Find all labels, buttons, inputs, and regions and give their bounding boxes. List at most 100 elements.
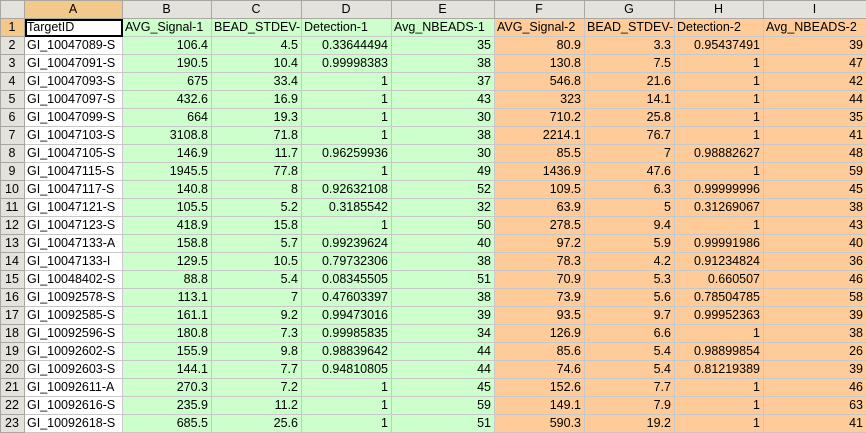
cell-avg-nbeads-1[interactable]: 43 bbox=[392, 91, 495, 109]
cell-targetid[interactable]: GI_10048402-S bbox=[25, 271, 123, 289]
cell-avg-nbeads-2[interactable]: 46 bbox=[764, 271, 866, 289]
cell-bead-stdev-1[interactable]: 25.6 bbox=[212, 415, 302, 433]
cell-targetid[interactable]: GI_10092611-A bbox=[25, 379, 123, 397]
cell-header-detection-1[interactable]: Detection-1 bbox=[302, 19, 392, 37]
cell-avg-signal-2[interactable]: 80.9 bbox=[495, 37, 585, 55]
cell-bead-stdev-1[interactable]: 33.4 bbox=[212, 73, 302, 91]
row-header[interactable]: 11 bbox=[1, 199, 25, 217]
cell-avg-nbeads-2[interactable]: 39 bbox=[764, 361, 866, 379]
cell-bead-stdev-1[interactable]: 71.8 bbox=[212, 127, 302, 145]
cell-avg-signal-2[interactable]: 93.5 bbox=[495, 307, 585, 325]
cell-avg-signal-2[interactable]: 130.8 bbox=[495, 55, 585, 73]
cell-avg-nbeads-1[interactable]: 38 bbox=[392, 55, 495, 73]
cell-detection-1[interactable]: 1 bbox=[302, 73, 392, 91]
cell-avg-signal-1[interactable]: 270.3 bbox=[123, 379, 212, 397]
cell-avg-nbeads-2[interactable]: 35 bbox=[764, 109, 866, 127]
cell-header-bead-stdev-1[interactable]: BEAD_STDEV-1 bbox=[212, 19, 302, 37]
cell-avg-nbeads-1[interactable]: 39 bbox=[392, 307, 495, 325]
cell-avg-nbeads-1[interactable]: 38 bbox=[392, 253, 495, 271]
cell-bead-stdev-1[interactable]: 5.4 bbox=[212, 271, 302, 289]
cell-targetid[interactable]: GI_10092618-S bbox=[25, 415, 123, 433]
cell-avg-nbeads-1[interactable]: 35 bbox=[392, 37, 495, 55]
cell-targetid[interactable]: GI_10047103-S bbox=[25, 127, 123, 145]
cell-bead-stdev-2[interactable]: 9.7 bbox=[585, 307, 675, 325]
cell-targetid[interactable]: GI_10092603-S bbox=[25, 361, 123, 379]
cell-bead-stdev-2[interactable]: 3.3 bbox=[585, 37, 675, 55]
cell-header-detection-2[interactable]: Detection-2 bbox=[675, 19, 764, 37]
cell-avg-nbeads-2[interactable]: 45 bbox=[764, 181, 866, 199]
cell-bead-stdev-1[interactable]: 7 bbox=[212, 289, 302, 307]
cell-avg-nbeads-2[interactable]: 58 bbox=[764, 289, 866, 307]
cell-avg-nbeads-2[interactable]: 42 bbox=[764, 73, 866, 91]
cell-bead-stdev-1[interactable]: 5.2 bbox=[212, 199, 302, 217]
cell-avg-signal-1[interactable]: 106.4 bbox=[123, 37, 212, 55]
cell-avg-signal-1[interactable]: 3108.8 bbox=[123, 127, 212, 145]
cell-detection-2[interactable]: 1 bbox=[675, 379, 764, 397]
row-header[interactable]: 15 bbox=[1, 271, 25, 289]
cell-detection-1[interactable]: 1 bbox=[302, 163, 392, 181]
cell-avg-signal-2[interactable]: 149.1 bbox=[495, 397, 585, 415]
cell-avg-nbeads-1[interactable]: 49 bbox=[392, 163, 495, 181]
cell-bead-stdev-1[interactable]: 15.8 bbox=[212, 217, 302, 235]
cell-bead-stdev-2[interactable]: 4.2 bbox=[585, 253, 675, 271]
cell-avg-signal-2[interactable]: 1436.9 bbox=[495, 163, 585, 181]
cell-avg-signal-1[interactable]: 88.8 bbox=[123, 271, 212, 289]
cell-avg-signal-2[interactable]: 109.5 bbox=[495, 181, 585, 199]
cell-avg-signal-2[interactable]: 710.2 bbox=[495, 109, 585, 127]
cell-avg-signal-2[interactable]: 278.5 bbox=[495, 217, 585, 235]
cell-bead-stdev-1[interactable]: 11.7 bbox=[212, 145, 302, 163]
cell-header-avg-nbeads-1[interactable]: Avg_NBEADS-1 bbox=[392, 19, 495, 37]
row-header[interactable]: 19 bbox=[1, 343, 25, 361]
cell-bead-stdev-1[interactable]: 16.9 bbox=[212, 91, 302, 109]
cell-detection-1[interactable]: 1 bbox=[302, 397, 392, 415]
cell-targetid[interactable]: GI_10047097-S bbox=[25, 91, 123, 109]
cell-targetid[interactable]: GI_10047133-I bbox=[25, 253, 123, 271]
cell-detection-1[interactable]: 0.08345505 bbox=[302, 271, 392, 289]
column-header-e[interactable]: E bbox=[392, 1, 495, 19]
column-header-c[interactable]: C bbox=[212, 1, 302, 19]
cell-avg-signal-1[interactable]: 140.8 bbox=[123, 181, 212, 199]
cell-bead-stdev-2[interactable]: 5.3 bbox=[585, 271, 675, 289]
cell-avg-nbeads-1[interactable]: 34 bbox=[392, 325, 495, 343]
cell-avg-nbeads-1[interactable]: 52 bbox=[392, 181, 495, 199]
row-header[interactable]: 6 bbox=[1, 109, 25, 127]
cell-header-avg-signal-1[interactable]: AVG_Signal-1 bbox=[123, 19, 212, 37]
cell-bead-stdev-1[interactable]: 77.8 bbox=[212, 163, 302, 181]
cell-bead-stdev-2[interactable]: 5.6 bbox=[585, 289, 675, 307]
cell-bead-stdev-2[interactable]: 14.1 bbox=[585, 91, 675, 109]
row-header[interactable]: 2 bbox=[1, 37, 25, 55]
row-header[interactable]: 14 bbox=[1, 253, 25, 271]
select-all-corner[interactable] bbox=[1, 1, 25, 19]
cell-avg-signal-1[interactable]: 664 bbox=[123, 109, 212, 127]
cell-detection-1[interactable]: 0.96259936 bbox=[302, 145, 392, 163]
cell-detection-1[interactable]: 0.94810805 bbox=[302, 361, 392, 379]
cell-detection-2[interactable]: 0.31269067 bbox=[675, 199, 764, 217]
cell-avg-signal-1[interactable]: 113.1 bbox=[123, 289, 212, 307]
cell-detection-1[interactable]: 0.98839642 bbox=[302, 343, 392, 361]
cell-bead-stdev-2[interactable]: 6.6 bbox=[585, 325, 675, 343]
cell-avg-signal-1[interactable]: 129.5 bbox=[123, 253, 212, 271]
cell-avg-signal-2[interactable]: 78.3 bbox=[495, 253, 585, 271]
cell-bead-stdev-1[interactable]: 9.8 bbox=[212, 343, 302, 361]
row-header[interactable]: 17 bbox=[1, 307, 25, 325]
cell-avg-signal-2[interactable]: 73.9 bbox=[495, 289, 585, 307]
cell-detection-2[interactable]: 1 bbox=[675, 73, 764, 91]
cell-bead-stdev-1[interactable]: 7.2 bbox=[212, 379, 302, 397]
cell-avg-signal-1[interactable]: 105.5 bbox=[123, 199, 212, 217]
cell-targetid[interactable]: GI_10092578-S bbox=[25, 289, 123, 307]
cell-bead-stdev-1[interactable]: 10.5 bbox=[212, 253, 302, 271]
cell-detection-2[interactable]: 1 bbox=[675, 163, 764, 181]
column-header-f[interactable]: F bbox=[495, 1, 585, 19]
cell-detection-2[interactable]: 1 bbox=[675, 325, 764, 343]
cell-detection-2[interactable]: 1 bbox=[675, 415, 764, 433]
cell-bead-stdev-1[interactable]: 5.7 bbox=[212, 235, 302, 253]
cell-avg-nbeads-2[interactable]: 47 bbox=[764, 55, 866, 73]
cell-bead-stdev-2[interactable]: 9.4 bbox=[585, 217, 675, 235]
cell-targetid[interactable]: GI_10047133-A bbox=[25, 235, 123, 253]
cell-avg-signal-2[interactable]: 152.6 bbox=[495, 379, 585, 397]
cell-avg-nbeads-2[interactable]: 39 bbox=[764, 307, 866, 325]
row-header[interactable]: 13 bbox=[1, 235, 25, 253]
cell-avg-nbeads-1[interactable]: 40 bbox=[392, 235, 495, 253]
cell-header-avg-nbeads-2[interactable]: Avg_NBEADS-2 bbox=[764, 19, 866, 37]
cell-avg-signal-1[interactable]: 1945.5 bbox=[123, 163, 212, 181]
